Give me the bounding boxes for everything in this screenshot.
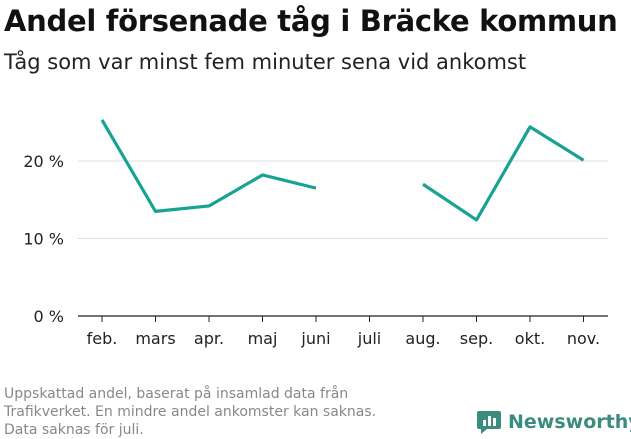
x-tick-label: mars <box>135 329 175 348</box>
x-tick-label: aug. <box>405 329 440 348</box>
series-line <box>100 119 317 213</box>
x-tick-label: feb. <box>87 329 118 348</box>
newsworthy-logo-icon <box>477 411 501 434</box>
x-tick-label: juli <box>357 329 381 348</box>
footnote: Uppskattad andel, baserat på insamlad da… <box>4 385 444 439</box>
chart-title: Andel försenade tåg i Bräcke kommun <box>4 4 618 38</box>
x-tick-label: maj <box>248 329 278 348</box>
footnote-line-1: Uppskattad andel, baserat på insamlad da… <box>4 386 349 402</box>
x-tick-label: nov. <box>567 329 600 348</box>
x-tick-label: okt. <box>515 329 545 348</box>
x-tick-label: apr. <box>194 329 224 348</box>
footnote-line-3: Data saknas för juli. <box>4 422 144 438</box>
x-tick-label: juni <box>300 329 330 348</box>
x-tick-label: sep. <box>460 329 493 348</box>
brand-name: Newsworthy <box>508 411 631 433</box>
chart-subtitle: Tåg som var minst fem minuter sena vid a… <box>4 50 527 74</box>
series-line <box>422 125 585 222</box>
y-tick-label: 20 % <box>23 152 64 171</box>
brand: Newsworthy <box>476 409 631 435</box>
footnote-line-2: Trafikverket. En mindre andel ankomster … <box>4 404 377 420</box>
y-tick-label: 0 % <box>34 307 64 326</box>
y-tick-label: 10 % <box>23 230 64 249</box>
